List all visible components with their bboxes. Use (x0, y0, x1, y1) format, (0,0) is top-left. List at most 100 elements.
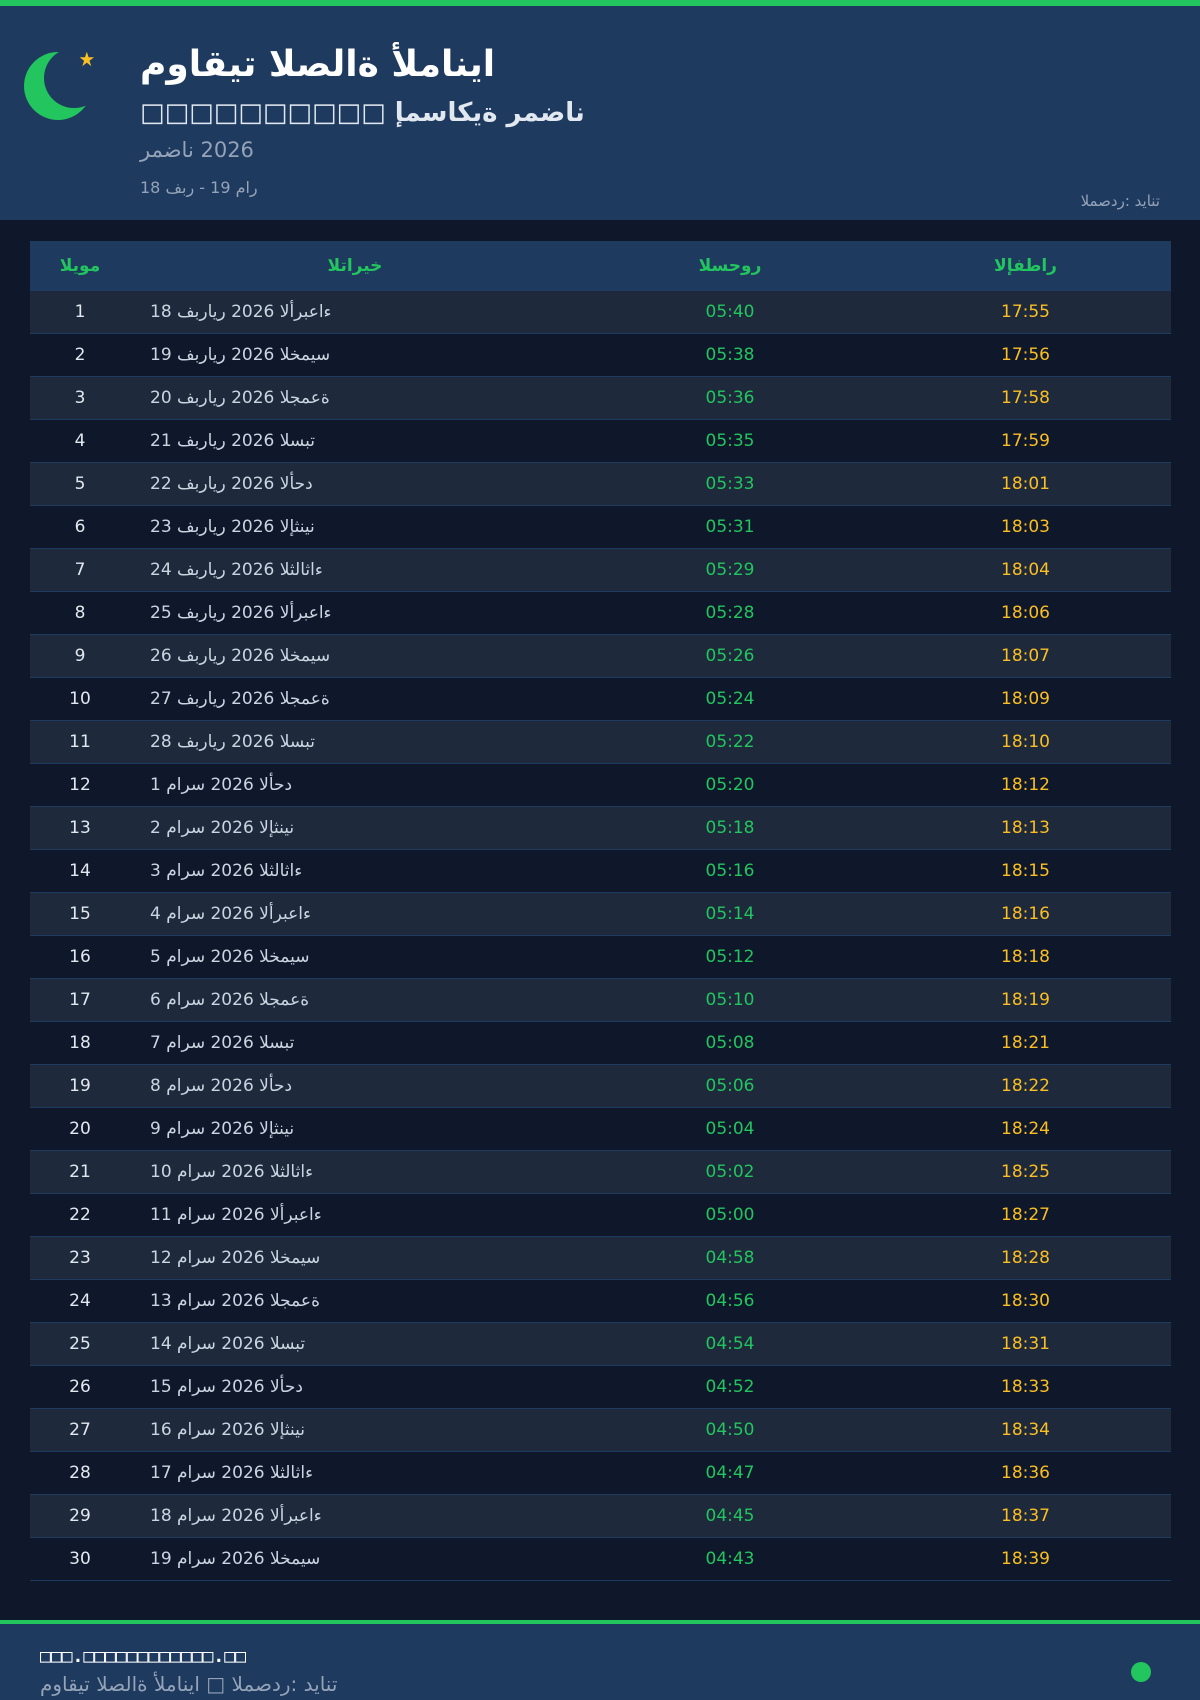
crescent-star-icon (24, 50, 96, 120)
suhoor-cell: 04:50 (705, 1420, 755, 1440)
suhoor-cell: 05:26 (705, 646, 755, 666)
iftar-cell: 18:30 (1001, 1291, 1050, 1311)
iftar-cell: 18:19 (1001, 990, 1050, 1010)
suhoor-cell: 05:35 (705, 431, 755, 451)
date-cell: 10 مارس 2026 الثلاثاء (150, 1162, 314, 1182)
column-header-iftar: الإفطار (994, 256, 1057, 276)
date-cell: 13 مارس 2026 الجمعة (150, 1291, 320, 1311)
day-cell: 15 (69, 904, 91, 924)
table-row: 25 14 مارس 2026 السبت 04:54 18:31 (30, 1323, 1171, 1366)
iftar-cell: 18:15 (1001, 861, 1050, 881)
table-row: 7 24 فبراير 2026 الثلاثاء 05:29 18:04 (30, 549, 1171, 592)
footer-credit: مواقيت الصلاة ألمانيا □ المصدر: ديانت (40, 1672, 338, 1696)
day-cell: 18 (69, 1033, 91, 1053)
day-cell: 4 (74, 431, 86, 451)
iftar-cell: 18:06 (1001, 603, 1050, 623)
table-row: 3 20 فبراير 2026 الجمعة 05:36 17:58 (30, 377, 1171, 420)
iftar-cell: 18:21 (1001, 1033, 1050, 1053)
date-cell: 24 فبراير 2026 الثلاثاء (150, 560, 323, 580)
date-cell: 12 مارس 2026 الخميس (150, 1248, 321, 1268)
page-title: مواقيت الصلاة ألمانيا (140, 44, 496, 85)
iftar-cell: 17:55 (1001, 302, 1050, 322)
iftar-cell: 18:07 (1001, 646, 1050, 666)
suhoor-cell: 05:29 (705, 560, 755, 580)
suhoor-cell: 04:43 (705, 1549, 755, 1569)
date-cell: 17 مارس 2026 الثلاثاء (150, 1463, 314, 1483)
table-row: 22 11 مارس 2026 الأربعاء 05:00 18:27 (30, 1194, 1171, 1237)
day-cell: 29 (69, 1506, 91, 1526)
page-subtitle: □□□□□□□□□□ إمساكية رمضان (140, 98, 585, 128)
iftar-cell: 18:34 (1001, 1420, 1050, 1440)
footer: □□□.□□□□□□□□□□□□.□□ مواقيت الصلاة ألماني… (0, 1620, 1200, 1700)
day-cell: 1 (74, 302, 86, 322)
date-cell: 25 فبراير 2026 الأربعاء (150, 603, 332, 623)
date-cell: 14 مارس 2026 السبت (150, 1334, 306, 1354)
date-cell: 21 فبراير 2026 السبت (150, 431, 315, 451)
date-cell: 18 مارس 2026 الأربعاء (150, 1506, 322, 1526)
iftar-cell: 18:33 (1001, 1377, 1050, 1397)
column-header-suhoor: السحور (698, 256, 762, 276)
day-cell: 16 (69, 947, 91, 967)
column-header-date: التاريخ (327, 256, 383, 276)
suhoor-cell: 04:58 (705, 1248, 755, 1268)
day-cell: 19 (69, 1076, 91, 1096)
table-row: 29 18 مارس 2026 الأربعاء 04:45 18:37 (30, 1495, 1171, 1538)
iftar-cell: 18:25 (1001, 1162, 1050, 1182)
date-cell: 8 مارس 2026 الأحد (150, 1076, 293, 1096)
day-cell: 7 (74, 560, 86, 580)
date-cell: 5 مارس 2026 الخميس (150, 947, 310, 967)
day-cell: 30 (69, 1549, 91, 1569)
suhoor-cell: 05:31 (705, 517, 755, 537)
website-link[interactable]: □□□.□□□□□□□□□□□□.□□ (40, 1646, 246, 1667)
table-row: 8 25 فبراير 2026 الأربعاء 05:28 18:06 (30, 592, 1171, 635)
status-dot-icon (1131, 1662, 1151, 1682)
table-row: 24 13 مارس 2026 الجمعة 04:56 18:30 (30, 1280, 1171, 1323)
table-row: 9 26 فبراير 2026 الخميس 05:26 18:07 (30, 635, 1171, 678)
iftar-cell: 18:16 (1001, 904, 1050, 924)
date-cell: 7 مارس 2026 السبت (150, 1033, 295, 1053)
table-row: 12 1 مارس 2026 الأحد 05:20 18:12 (30, 764, 1171, 807)
date-cell: 19 مارس 2026 الخميس (150, 1549, 321, 1569)
source-label: المصدر: ديانت (1080, 192, 1160, 210)
table-row: 10 27 فبراير 2026 الجمعة 05:24 18:09 (30, 678, 1171, 721)
table-row: 1 18 فبراير 2026 الأربعاء 05:40 17:55 (30, 291, 1171, 334)
table-row: 19 8 مارس 2026 الأحد 05:06 18:22 (30, 1065, 1171, 1108)
day-cell: 24 (69, 1291, 91, 1311)
suhoor-cell: 05:33 (705, 474, 755, 494)
day-cell: 13 (69, 818, 91, 838)
day-cell: 26 (69, 1377, 91, 1397)
suhoor-cell: 04:45 (705, 1506, 755, 1526)
iftar-cell: 18:10 (1001, 732, 1050, 752)
day-cell: 20 (69, 1119, 91, 1139)
date-cell: 6 مارس 2026 الجمعة (150, 990, 310, 1010)
date-cell: 15 مارس 2026 الأحد (150, 1377, 303, 1397)
table-row: 17 6 مارس 2026 الجمعة 05:10 18:19 (30, 979, 1171, 1022)
table-row: 16 5 مارس 2026 الخميس 05:12 18:18 (30, 936, 1171, 979)
day-cell: 28 (69, 1463, 91, 1483)
suhoor-cell: 05:06 (705, 1076, 755, 1096)
suhoor-cell: 04:54 (705, 1334, 755, 1354)
date-cell: 9 مارس 2026 الإثنين (150, 1119, 295, 1139)
table-row: 6 23 فبراير 2026 الإثنين 05:31 18:03 (30, 506, 1171, 549)
date-cell: 19 فبراير 2026 الخميس (150, 345, 331, 365)
date-cell: 11 مارس 2026 الأربعاء (150, 1205, 322, 1225)
ramadan-year: رمضان 2026 (140, 138, 254, 162)
date-cell: 16 مارس 2026 الإثنين (150, 1420, 305, 1440)
suhoor-cell: 05:12 (705, 947, 755, 967)
table-row: 23 12 مارس 2026 الخميس 04:58 18:28 (30, 1237, 1171, 1280)
date-cell: 22 فبراير 2026 الأحد (150, 474, 313, 494)
suhoor-cell: 05:18 (705, 818, 755, 838)
date-cell: 28 فبراير 2026 السبت (150, 732, 315, 752)
iftar-cell: 18:09 (1001, 689, 1050, 709)
table-header: اليوم التاريخ السحور الإفطار (30, 241, 1171, 291)
suhoor-cell: 05:24 (705, 689, 755, 709)
date-cell: 26 فبراير 2026 الخميس (150, 646, 331, 666)
table-row: 4 21 فبراير 2026 السبت 05:35 17:59 (30, 420, 1171, 463)
day-cell: 10 (69, 689, 91, 709)
table-row: 13 2 مارس 2026 الإثنين 05:18 18:13 (30, 807, 1171, 850)
day-cell: 14 (69, 861, 91, 881)
suhoor-cell: 05:00 (705, 1205, 755, 1225)
date-cell: 20 فبراير 2026 الجمعة (150, 388, 330, 408)
iftar-cell: 18:04 (1001, 560, 1050, 580)
table-row: 2 19 فبراير 2026 الخميس 05:38 17:56 (30, 334, 1171, 377)
